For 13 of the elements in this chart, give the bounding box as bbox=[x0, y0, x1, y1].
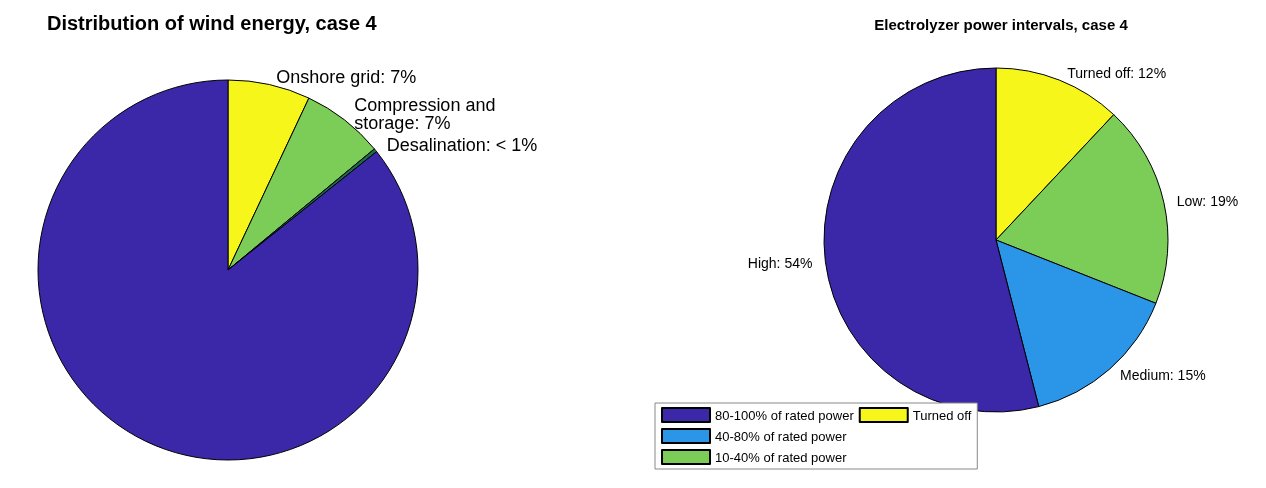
legend-label: 40-80% of rated power bbox=[715, 428, 848, 444]
legend-label: Turned off bbox=[912, 407, 972, 423]
data-label: Turned off: 12% bbox=[1067, 64, 1167, 81]
chart-title: Distribution of wind energy, case 4 bbox=[47, 12, 378, 34]
slice-label: Desalination: < 1% bbox=[386, 135, 538, 156]
slice-label: Compression and storage: 7% bbox=[354, 94, 501, 133]
slice-label: Onshore grid: 7% bbox=[276, 66, 417, 87]
legend-label: 80-100% of rated power bbox=[715, 407, 855, 423]
data-label: Medium: 15% bbox=[1120, 367, 1206, 384]
chart-title: Electrolyzer power intervals, case 4 bbox=[874, 16, 1129, 33]
data-label: High: 54% bbox=[747, 254, 813, 271]
data-label: Low: 19% bbox=[1176, 192, 1239, 209]
legend-label: 10-40% of rated power bbox=[715, 449, 848, 465]
